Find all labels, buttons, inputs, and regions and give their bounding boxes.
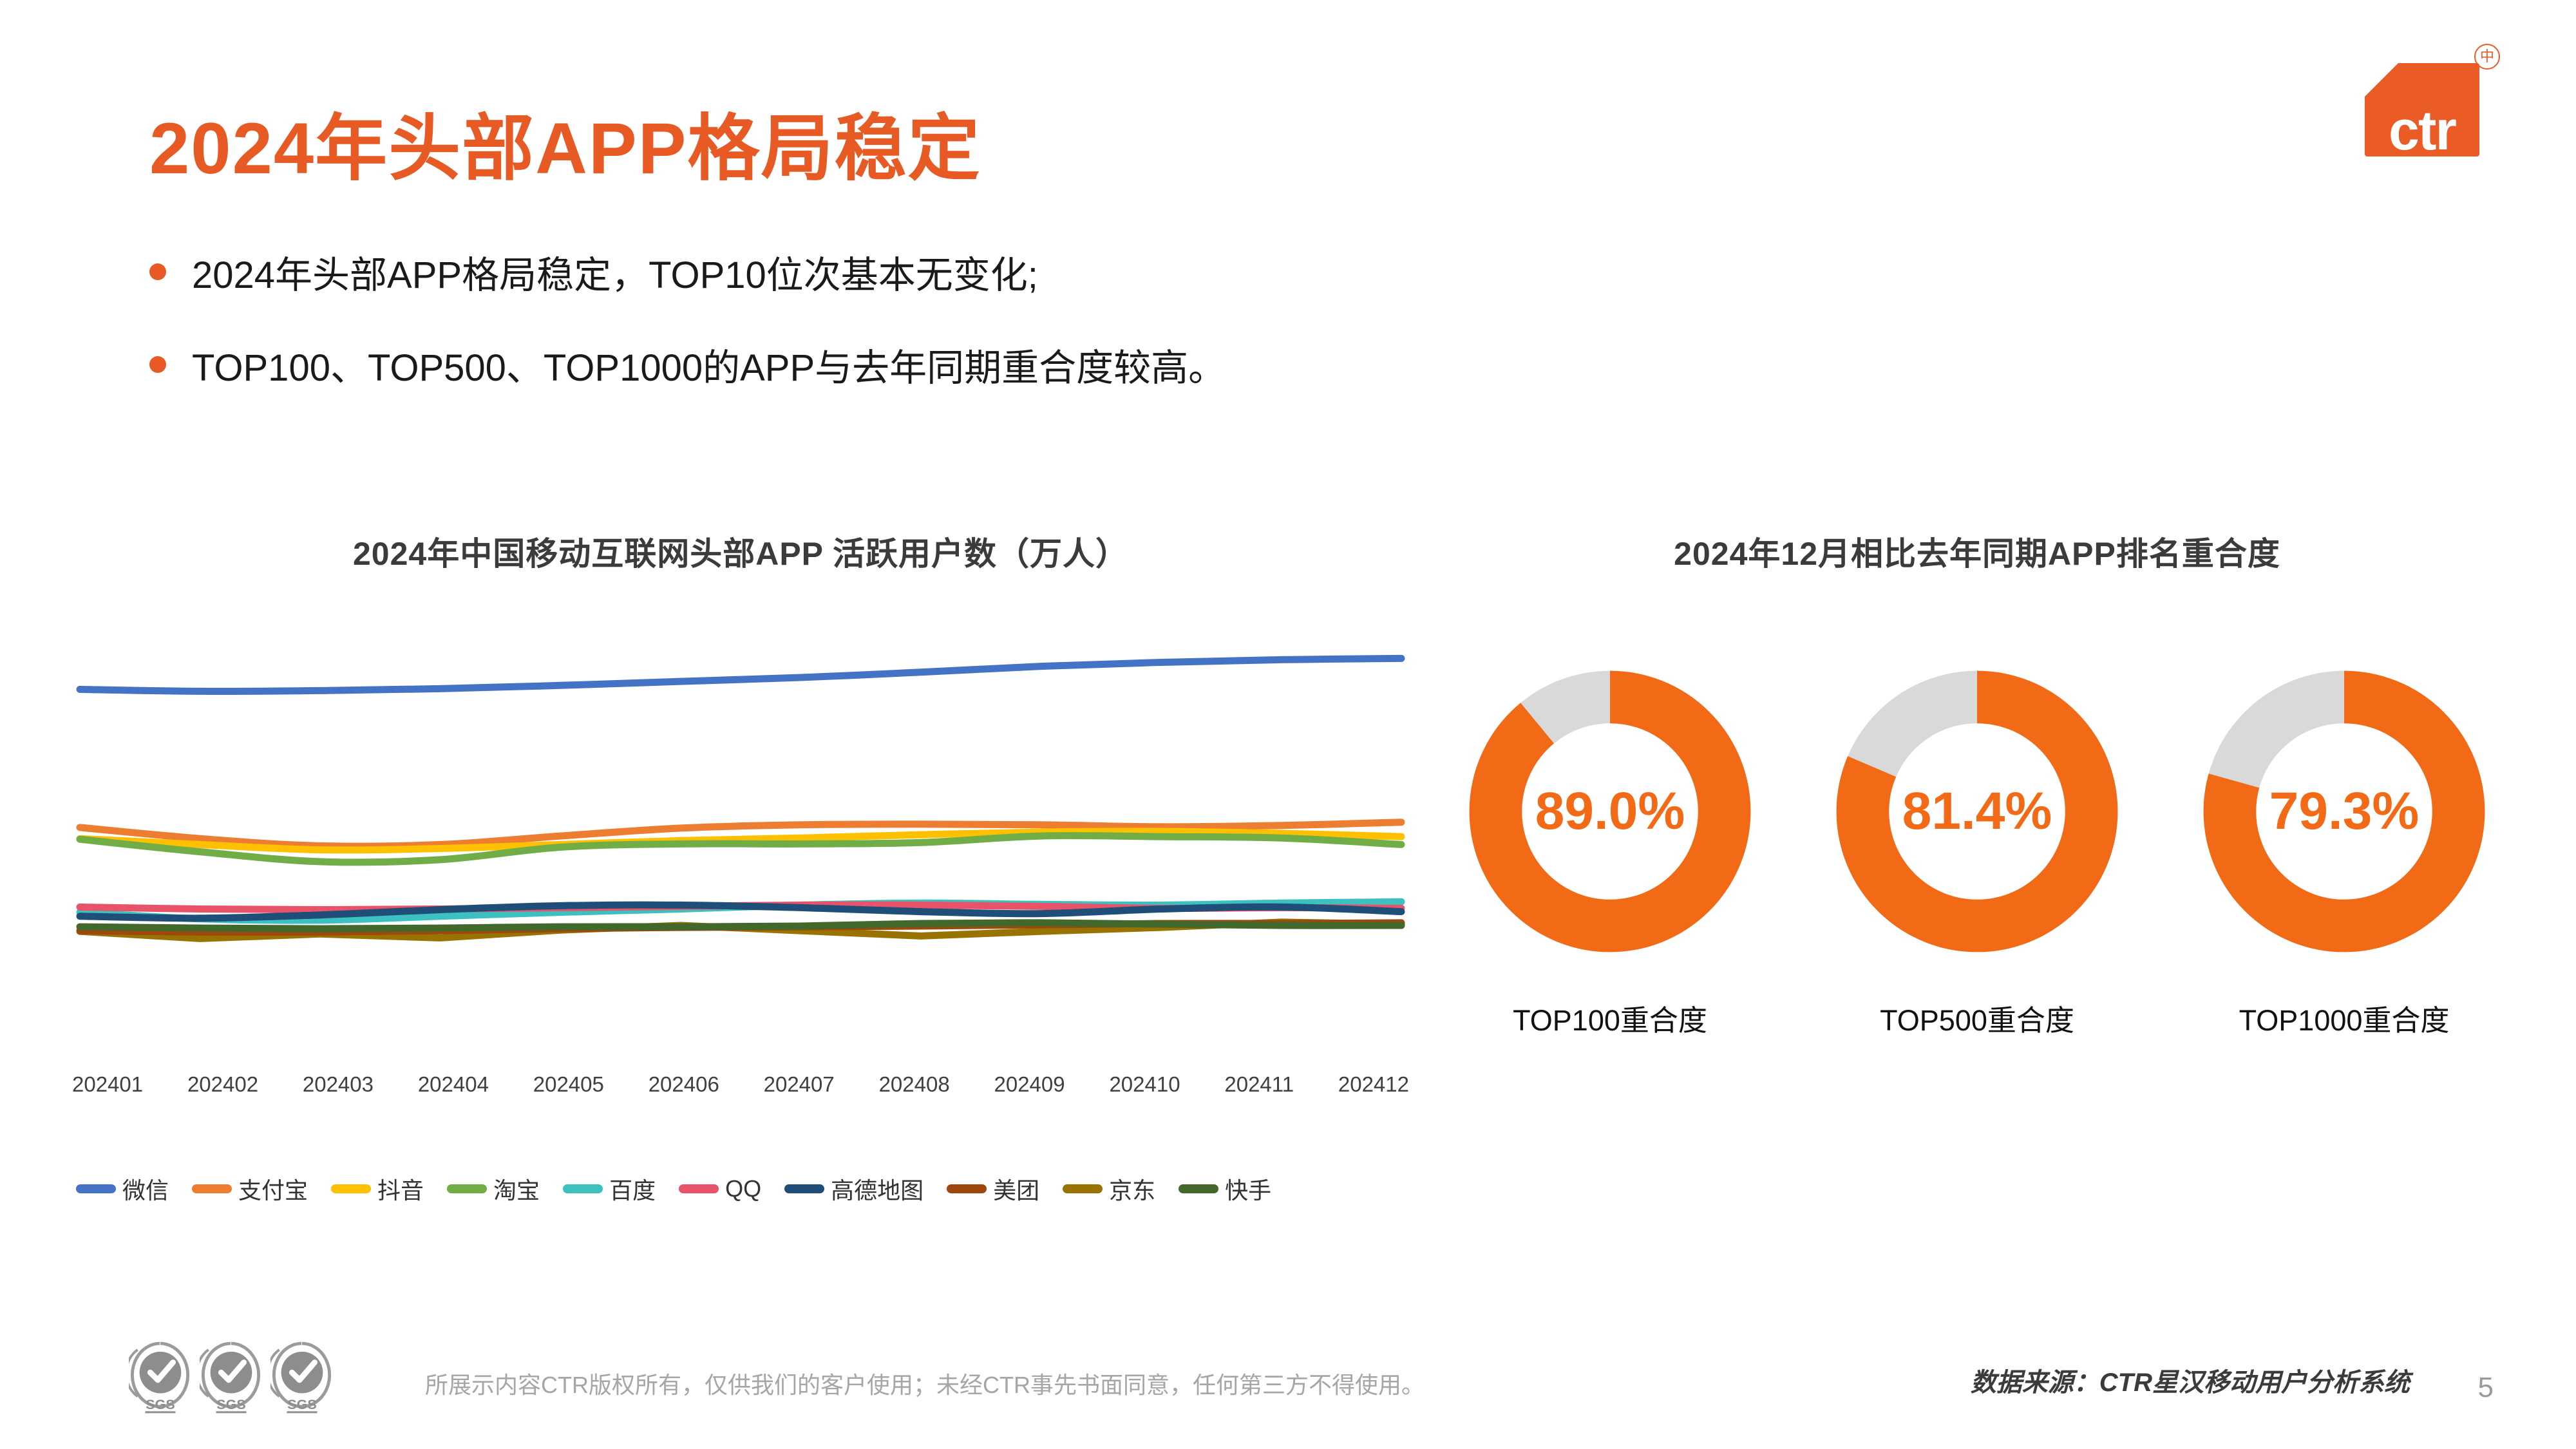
donut-category-label: TOP500重合度 [1880,1004,2074,1037]
legend-item-淘宝[interactable]: 淘宝 [447,1172,540,1206]
legend-label: 支付宝 [238,1177,308,1204]
bullet-list: 2024年头部APP格局稳定，TOP10位次基本无变化; TOP100、TOP5… [149,245,1695,430]
legend-swatch-icon [947,1184,987,1193]
x-axis-tick-label: 202404 [417,1072,489,1096]
logo-wordmark: ctr [2389,99,2457,162]
x-axis-tick-label: 202410 [1109,1072,1180,1096]
donut-cell-0: 89.0% TOP100重合度 [1436,657,1784,1039]
line-series-高德地图 [76,901,1405,922]
legend-swatch-icon [447,1184,488,1193]
x-axis-tick-label: 202412 [1338,1072,1409,1096]
donut-value-arc [1836,670,2118,952]
legend-swatch-icon [331,1184,372,1193]
data-source-note: 数据来源：CTR星汉移动用户分析系统 [1970,1368,2410,1397]
svg-text:SGS: SGS [216,1396,246,1412]
donut-value-arc [1469,670,1751,952]
legend-item-美团[interactable]: 美团 [947,1172,1039,1206]
legend-item-支付宝[interactable]: 支付宝 [192,1172,308,1206]
page-number: 5 [2477,1372,2494,1403]
legend-item-快手[interactable]: 快手 [1179,1172,1271,1206]
legend-label: 淘宝 [493,1177,540,1204]
donut-cell-2: 79.3% TOP1000重合度 [2170,657,2518,1039]
legend-label: 美团 [993,1177,1040,1204]
svg-text:SGS: SGS [146,1396,175,1412]
x-axis-tick-label: 202409 [994,1072,1065,1096]
legend-swatch-icon [563,1184,603,1193]
list-item: 2024年头部APP格局稳定，TOP10位次基本无变化; [149,245,1695,299]
line-series-抖音 [76,828,1405,854]
legend-swatch-icon [192,1184,232,1193]
legend-swatch-icon [1179,1184,1219,1193]
sgs-certification-icon: SGS [200,1340,263,1416]
donut-value-label: 79.3% [2269,782,2420,840]
donut-ring: 79.3% [2190,657,2499,966]
line-series-淘宝 [76,832,1405,866]
legend-item-抖音[interactable]: 抖音 [331,1172,424,1206]
donut-group: 89.0% TOP100重合度 81.4% TOP500重合度 79.3% TOP1000… [1436,657,2518,1039]
legend-label: 京东 [1109,1177,1156,1204]
x-axis-tick-label: 202403 [302,1072,374,1096]
bullet-dot-icon [149,263,166,280]
donut-value-label: 81.4% [1902,782,2052,840]
donut-category-label: TOP100重合度 [1513,1004,1707,1037]
legend-label: QQ [725,1175,762,1202]
x-axis-tick-label: 202411 [1224,1072,1294,1096]
line-chart-title: 2024年中国移动互联网头部APP 活跃用户数（万人） [352,536,1129,572]
x-axis-tick-label: 202405 [533,1072,604,1096]
line-chart-x-axis: 202401 202402 202403 202404 202405 202406 2024… [64,1072,1417,1097]
legend-item-京东[interactable]: 京东 [1063,1172,1155,1206]
bullet-dot-icon [149,356,166,373]
footer: SGS SGS SGS 所展示内容CTR版权所有，仅供我们的客户使用；未经CTR事先… [0,1314,2576,1449]
legend-item-百度[interactable]: 百度 [563,1172,656,1206]
legend-label: 百度 [609,1177,656,1204]
donut-category-label: TOP1000重合度 [2239,1004,2450,1037]
line-chart-panel: 2024年中国移动互联网头部APP 活跃用户数（万人） 202401 202402… [64,528,1417,1243]
donut-ring: 81.4% [1823,657,2132,966]
donut-chart-panel: 2024年12月相比去年同期APP排名重合度 89.0% TOP100重合度 81.… [1436,528,2518,1204]
legend-label: 抖音 [377,1177,424,1204]
sgs-certification-icon: SGS [270,1340,334,1416]
x-axis-tick-label: 202406 [648,1072,719,1096]
donut-value-label: 89.0% [1535,782,1685,840]
line-series-微信 [76,654,1405,696]
x-axis-tick-label: 202407 [763,1072,835,1096]
legend-swatch-icon [784,1184,825,1193]
legend-item-QQ[interactable]: QQ [679,1175,761,1202]
donut-chart-title: 2024年12月相比去年同期APP排名重合度 [1674,536,2280,572]
line-chart-plot [71,625,1410,972]
line-chart-legend: 微信 支付宝 抖音 淘宝 百度 QQ 高德地图 美团 京东 快手 [76,1172,1428,1206]
legend-label: 快手 [1225,1177,1272,1204]
legend-swatch-icon [76,1184,116,1193]
bullet-text: TOP100、TOP500、TOP1000的APP与去年同期重合度较高。 [192,347,1226,389]
bullet-text: 2024年头部APP格局稳定，TOP10位次基本无变化; [192,254,1038,296]
line-series-支付宝 [76,819,1405,850]
donut-value-arc [2203,670,2485,952]
x-axis-tick-label: 202408 [878,1072,950,1096]
legend-label: 高德地图 [831,1177,924,1204]
donut-cell-1: 81.4% TOP500重合度 [1803,657,2151,1039]
legend-item-微信[interactable]: 微信 [76,1172,169,1206]
svg-text:SGS: SGS [287,1396,317,1412]
legend-label: 微信 [122,1177,169,1204]
list-item: TOP100、TOP500、TOP1000的APP与去年同期重合度较高。 [149,337,1695,392]
registered-mark-icon: 中 [2474,44,2500,70]
legend-swatch-icon [679,1184,719,1193]
line-series-快手 [76,919,1405,933]
ctr-logo: ctr 中 [2365,44,2500,162]
legend-item-高德地图[interactable]: 高德地图 [784,1172,923,1206]
sgs-certification-icon: SGS [129,1340,192,1416]
sgs-badge-group: SGS SGS SGS [129,1340,341,1416]
logo-corner-notch [2365,63,2398,97]
x-axis-tick-label: 202401 [72,1072,144,1096]
x-axis-tick-label: 202402 [187,1072,259,1096]
legend-swatch-icon [1063,1184,1103,1193]
page-title: 2024年头部APP格局稳定 [149,108,981,189]
donut-ring: 89.0% [1455,657,1765,966]
copyright-notice: 所展示内容CTR版权所有，仅供我们的客户使用；未经CTR事先书面同意，任何第三方… [425,1372,1425,1398]
